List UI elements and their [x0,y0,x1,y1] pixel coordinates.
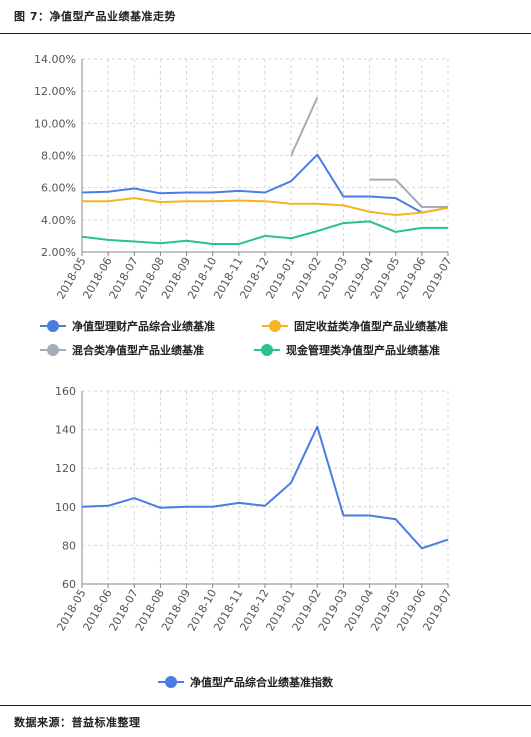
legend-marker [269,320,281,332]
y-tick-label: 14.00% [34,53,76,66]
y-tick-label: 10.00% [34,117,76,130]
y-tick-label: 140 [55,424,76,437]
legend-label: 现金管理类净值型产品业绩基准 [286,343,440,357]
y-tick-label: 120 [55,462,76,475]
legend-marker [261,344,273,356]
series-line [82,197,449,216]
series-line [369,178,448,208]
legend-label: 净值型产品综合业绩基准指数 [190,675,334,689]
legend-label: 净值型理财产品综合业绩基准 [72,319,215,333]
figure-title: 图 7：净值型产品业绩基准走势 [14,10,176,23]
source-note: 数据来源：普益标准整理 [14,716,141,729]
y-tick-label: 12.00% [34,85,76,98]
series-line [81,220,448,245]
bottom-rule [0,705,531,706]
y-tick-label: 2.00% [41,246,76,259]
y-tick-label: 8.00% [41,150,76,163]
y-tick-label: 4.00% [41,214,76,227]
top-rule [0,33,531,34]
y-tick-label: 6.00% [41,182,76,195]
legend-marker [47,344,59,356]
y-tick-label: 160 [55,385,76,398]
series-line [290,97,319,156]
y-tick-label: 80 [62,539,76,552]
benchmark-rates-line-chart: 2.00%4.00%6.00%8.00%10.00%12.00%14.00%20… [34,53,455,357]
legend-label: 固定收益类净值型产品业绩基准 [294,319,448,333]
series-line [81,425,449,550]
y-tick-label: 100 [55,501,76,514]
y-tick-label: 60 [62,578,76,591]
series-line [81,153,449,214]
legend-marker [47,320,59,332]
legend-label: 混合类净值型产品业绩基准 [72,343,204,357]
legend-marker [165,676,177,688]
